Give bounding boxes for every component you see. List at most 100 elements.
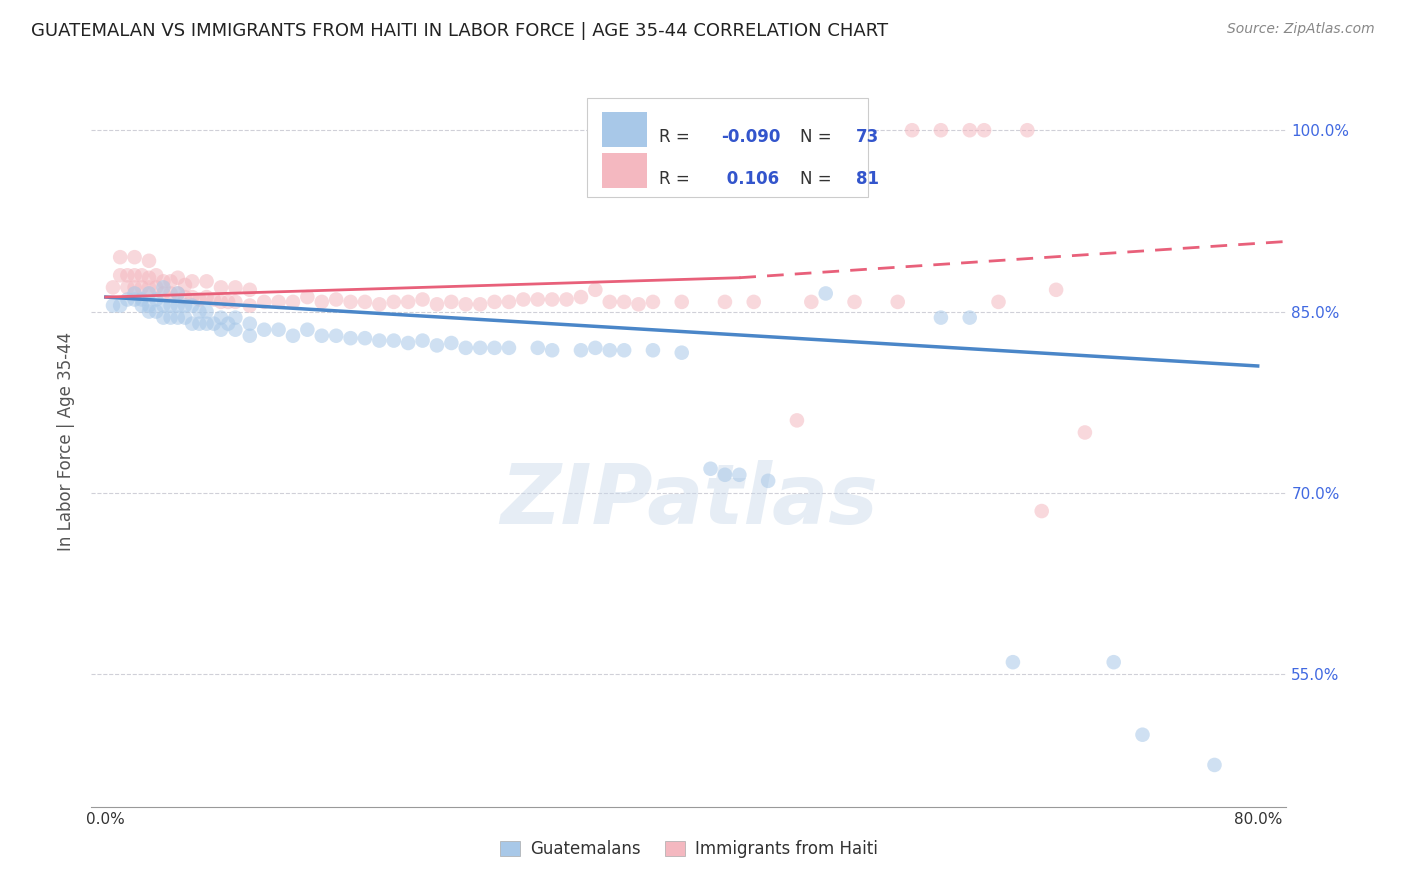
Point [108, 299, 131, 313]
Point [131, 293, 153, 307]
Point [159, 286, 181, 301]
Text: N =: N = [800, 170, 837, 188]
Point [742, 294, 765, 309]
Point [124, 293, 146, 307]
Point [470, 297, 492, 311]
Point [728, 467, 751, 482]
Legend: Guatemalans, Immigrants from Haiti: Guatemalans, Immigrants from Haiti [494, 833, 884, 864]
Point [382, 294, 405, 309]
Point [599, 343, 621, 358]
Point [1074, 425, 1097, 440]
Point [159, 274, 181, 288]
Point [152, 310, 174, 325]
Point [281, 328, 304, 343]
Point [512, 293, 534, 307]
Point [325, 293, 347, 307]
Point [152, 274, 174, 288]
Point [699, 461, 721, 475]
Point [174, 290, 197, 304]
Point [174, 299, 197, 313]
Point [281, 294, 304, 309]
Point [412, 334, 434, 348]
Point [583, 283, 606, 297]
Point [152, 280, 174, 294]
Text: 73: 73 [856, 128, 880, 145]
Point [131, 280, 153, 294]
Point [131, 268, 153, 283]
Point [124, 286, 146, 301]
Point [599, 294, 621, 309]
Point [657, 184, 679, 198]
Point [117, 293, 139, 307]
Point [188, 304, 211, 318]
Point [844, 294, 866, 309]
Point [470, 341, 492, 355]
Point [412, 293, 434, 307]
Point [253, 294, 276, 309]
Point [195, 290, 218, 304]
Point [1045, 283, 1067, 297]
Point [188, 317, 211, 331]
Point [145, 304, 167, 318]
Point [613, 343, 636, 358]
Text: 0.106: 0.106 [721, 170, 779, 188]
Point [426, 338, 449, 352]
Text: R =: R = [659, 170, 695, 188]
Point [1001, 655, 1024, 669]
Point [188, 293, 211, 307]
Point [101, 280, 124, 294]
Point [641, 294, 664, 309]
Point [382, 334, 405, 348]
Point [526, 293, 548, 307]
Point [484, 294, 506, 309]
Point [498, 294, 520, 309]
Point [973, 123, 995, 137]
Point [627, 297, 650, 311]
Point [440, 294, 463, 309]
Point [641, 343, 664, 358]
Point [166, 286, 188, 301]
Point [166, 286, 188, 301]
Point [526, 341, 548, 355]
Point [484, 341, 506, 355]
Point [498, 341, 520, 355]
Point [138, 280, 160, 294]
Point [354, 294, 377, 309]
Text: 81: 81 [856, 170, 879, 188]
Point [1031, 504, 1053, 518]
Text: GUATEMALAN VS IMMIGRANTS FROM HAITI IN LABOR FORCE | AGE 35-44 CORRELATION CHART: GUATEMALAN VS IMMIGRANTS FROM HAITI IN L… [31, 22, 889, 40]
Point [929, 310, 952, 325]
Point [195, 274, 218, 288]
Point [138, 253, 160, 268]
Point [354, 331, 377, 345]
Point [152, 286, 174, 301]
Point [311, 328, 333, 343]
Point [202, 317, 225, 331]
Point [454, 297, 477, 311]
Text: -0.090: -0.090 [721, 128, 780, 145]
Point [145, 293, 167, 307]
Point [1204, 758, 1226, 772]
Point [814, 286, 837, 301]
Point [174, 277, 197, 292]
Point [714, 467, 737, 482]
Y-axis label: In Labor Force | Age 35-44: In Labor Force | Age 35-44 [58, 332, 76, 551]
Point [901, 123, 924, 137]
FancyBboxPatch shape [588, 98, 868, 196]
Point [368, 334, 391, 348]
Point [671, 345, 693, 359]
Point [541, 293, 564, 307]
Point [267, 294, 290, 309]
Point [209, 280, 232, 294]
Point [756, 474, 779, 488]
Point [396, 294, 419, 309]
Point [714, 294, 737, 309]
Point [145, 280, 167, 294]
Point [217, 294, 239, 309]
Point [209, 323, 232, 337]
Point [297, 323, 319, 337]
Point [138, 286, 160, 301]
Point [339, 331, 361, 345]
Point [209, 294, 232, 309]
Point [239, 299, 262, 313]
